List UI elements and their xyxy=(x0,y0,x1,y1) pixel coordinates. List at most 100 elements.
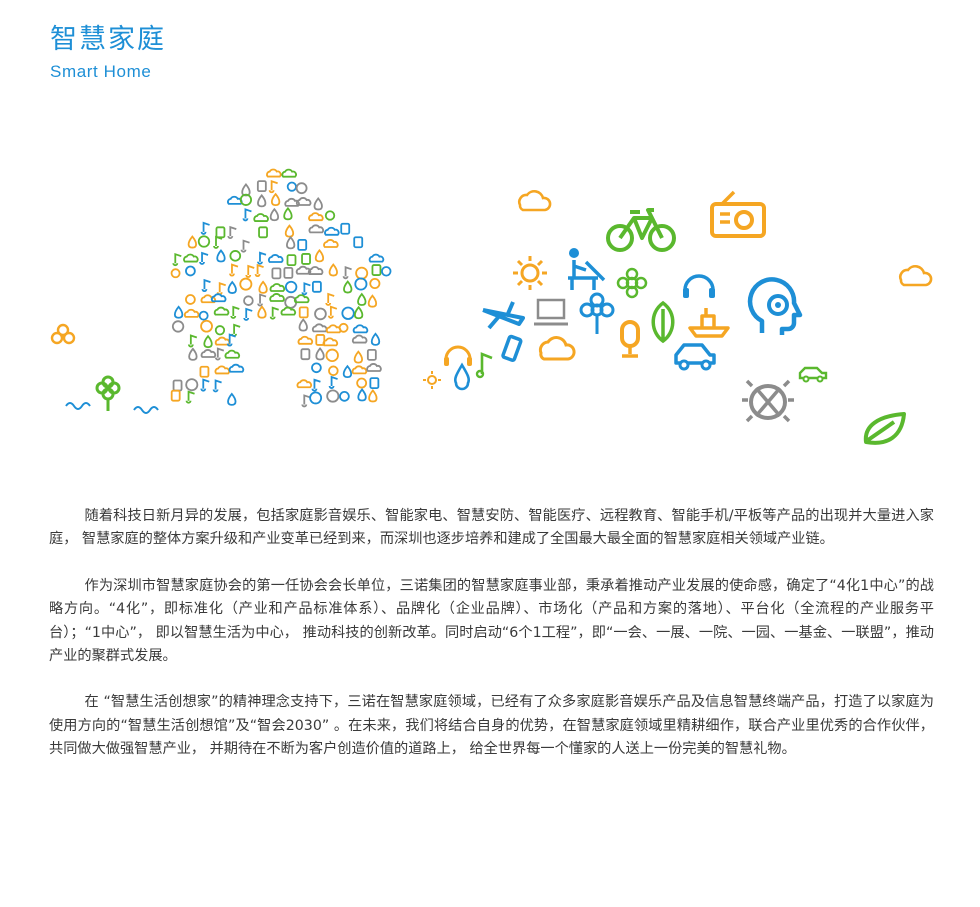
cloud-icon xyxy=(518,189,552,212)
house-mini-icon xyxy=(214,325,226,336)
house-mini-icon xyxy=(258,280,268,294)
boat-icon xyxy=(688,308,730,338)
house-mini-icon xyxy=(325,348,339,363)
house-mini-icon xyxy=(239,193,253,206)
house-mini-icon xyxy=(366,363,382,372)
house-mini-icon xyxy=(371,264,382,276)
house-mini-icon xyxy=(200,349,217,358)
house-mini-icon xyxy=(322,337,339,347)
house-mini-icon xyxy=(227,195,243,205)
flower-icon xyxy=(95,375,121,411)
house-mini-icon xyxy=(229,263,239,277)
house-mini-icon xyxy=(341,306,355,320)
flower-icon xyxy=(616,267,648,299)
house-mini-icon xyxy=(324,210,336,221)
house-mini-icon xyxy=(311,280,322,293)
house-mini-icon xyxy=(370,332,381,346)
house-mini-icon xyxy=(352,324,369,334)
airplane-icon xyxy=(482,301,525,330)
page-header: 智慧家庭 Smart Home xyxy=(50,22,166,84)
house-mini-icon xyxy=(286,181,297,192)
house-mini-icon xyxy=(328,375,338,389)
house-mini-icon xyxy=(381,266,392,277)
radio-icon xyxy=(710,190,766,238)
house-mini-icon xyxy=(266,168,282,178)
house-mini-icon xyxy=(239,277,253,291)
house-mini-icon xyxy=(284,280,298,294)
house-mini-icon xyxy=(343,280,353,294)
house-mini-icon xyxy=(198,310,209,321)
house-mini-icon xyxy=(213,235,223,249)
house-mini-icon xyxy=(254,263,264,278)
house-mini-icon xyxy=(245,264,255,278)
house-mini-icon xyxy=(315,334,326,346)
house-mini-icon xyxy=(199,365,210,378)
sun-icon xyxy=(423,371,441,389)
house-mini-icon xyxy=(293,294,310,304)
house-mini-icon xyxy=(357,388,367,402)
house-mini-icon xyxy=(269,207,280,222)
house-mini-icon xyxy=(311,378,321,392)
house-mini-icon xyxy=(210,293,227,303)
house-mini-icon xyxy=(353,236,364,249)
house-mini-icon xyxy=(297,335,314,345)
house-mini-icon xyxy=(229,250,242,262)
house-mini-icon xyxy=(301,282,311,296)
flower-icon xyxy=(579,292,615,334)
house-mini-icon xyxy=(339,391,350,402)
laptop-icon xyxy=(534,298,568,326)
house-mini-icon xyxy=(231,323,241,337)
house-mini-icon xyxy=(324,226,340,236)
house-mini-icon xyxy=(354,277,368,291)
house-mini-icon xyxy=(257,251,267,265)
house-mini-icon xyxy=(295,182,308,195)
smart-home-illustration xyxy=(50,168,933,445)
house-mini-icon xyxy=(200,294,216,304)
person-at-desk-icon xyxy=(568,248,606,290)
house-mini-icon xyxy=(297,239,308,251)
bicycle-icon xyxy=(606,208,676,252)
cloud-icon xyxy=(538,336,576,361)
house-mini-icon xyxy=(342,364,353,379)
house-mini-icon xyxy=(323,239,339,248)
house-mini-icon xyxy=(326,389,340,403)
phone-icon xyxy=(501,334,523,362)
house-mini-icon xyxy=(200,319,213,333)
house-mini-icon xyxy=(199,251,209,265)
house-mini-icon xyxy=(284,224,295,238)
house-mini-icon xyxy=(295,265,312,275)
music-note-icon xyxy=(475,352,493,379)
house-mini-icon xyxy=(269,283,286,292)
house-mini-icon xyxy=(214,347,225,361)
house-mini-icon xyxy=(215,226,226,239)
house-mini-icon xyxy=(351,365,368,375)
house-mini-icon xyxy=(170,268,181,279)
house-mini-icon xyxy=(197,235,211,248)
house-mini-icon xyxy=(173,305,184,319)
house-mini-icon xyxy=(226,333,236,347)
paragraph-3: 在 “智慧生活创想家”的精神理念支持下，三诺在智慧家庭领域，已经有了众多家庭影音… xyxy=(49,694,934,758)
water-wave-icon xyxy=(133,406,159,414)
house-mini-icon xyxy=(353,305,364,320)
house-mini-icon xyxy=(212,379,222,393)
house-mini-icon xyxy=(188,347,198,361)
house-mini-icon xyxy=(224,349,240,359)
house-mini-icon xyxy=(314,307,327,321)
house-mini-icon xyxy=(270,192,281,207)
leaf-icon xyxy=(651,300,675,344)
house-mini-icon xyxy=(325,324,342,334)
house-mini-icon xyxy=(187,334,198,348)
house-mini-icon xyxy=(340,222,351,235)
paragraph-2: 作为深圳市智慧家庭协会的第一任协会会长单位，三诺集团的智慧家庭事业部，秉承着推动… xyxy=(49,577,934,665)
house-mini-icon xyxy=(307,266,324,275)
house-mini-icon xyxy=(366,348,377,361)
house-mini-icon xyxy=(325,292,335,306)
microphone-icon xyxy=(620,320,640,358)
house-mini-icon xyxy=(256,180,267,193)
house-mini-icon xyxy=(368,253,385,263)
house-mini-icon xyxy=(295,197,312,206)
house-mini-icon xyxy=(200,378,210,392)
house-mini-icon xyxy=(369,377,380,389)
house-mini-icon xyxy=(216,249,226,263)
house-mini-icon xyxy=(286,235,296,250)
